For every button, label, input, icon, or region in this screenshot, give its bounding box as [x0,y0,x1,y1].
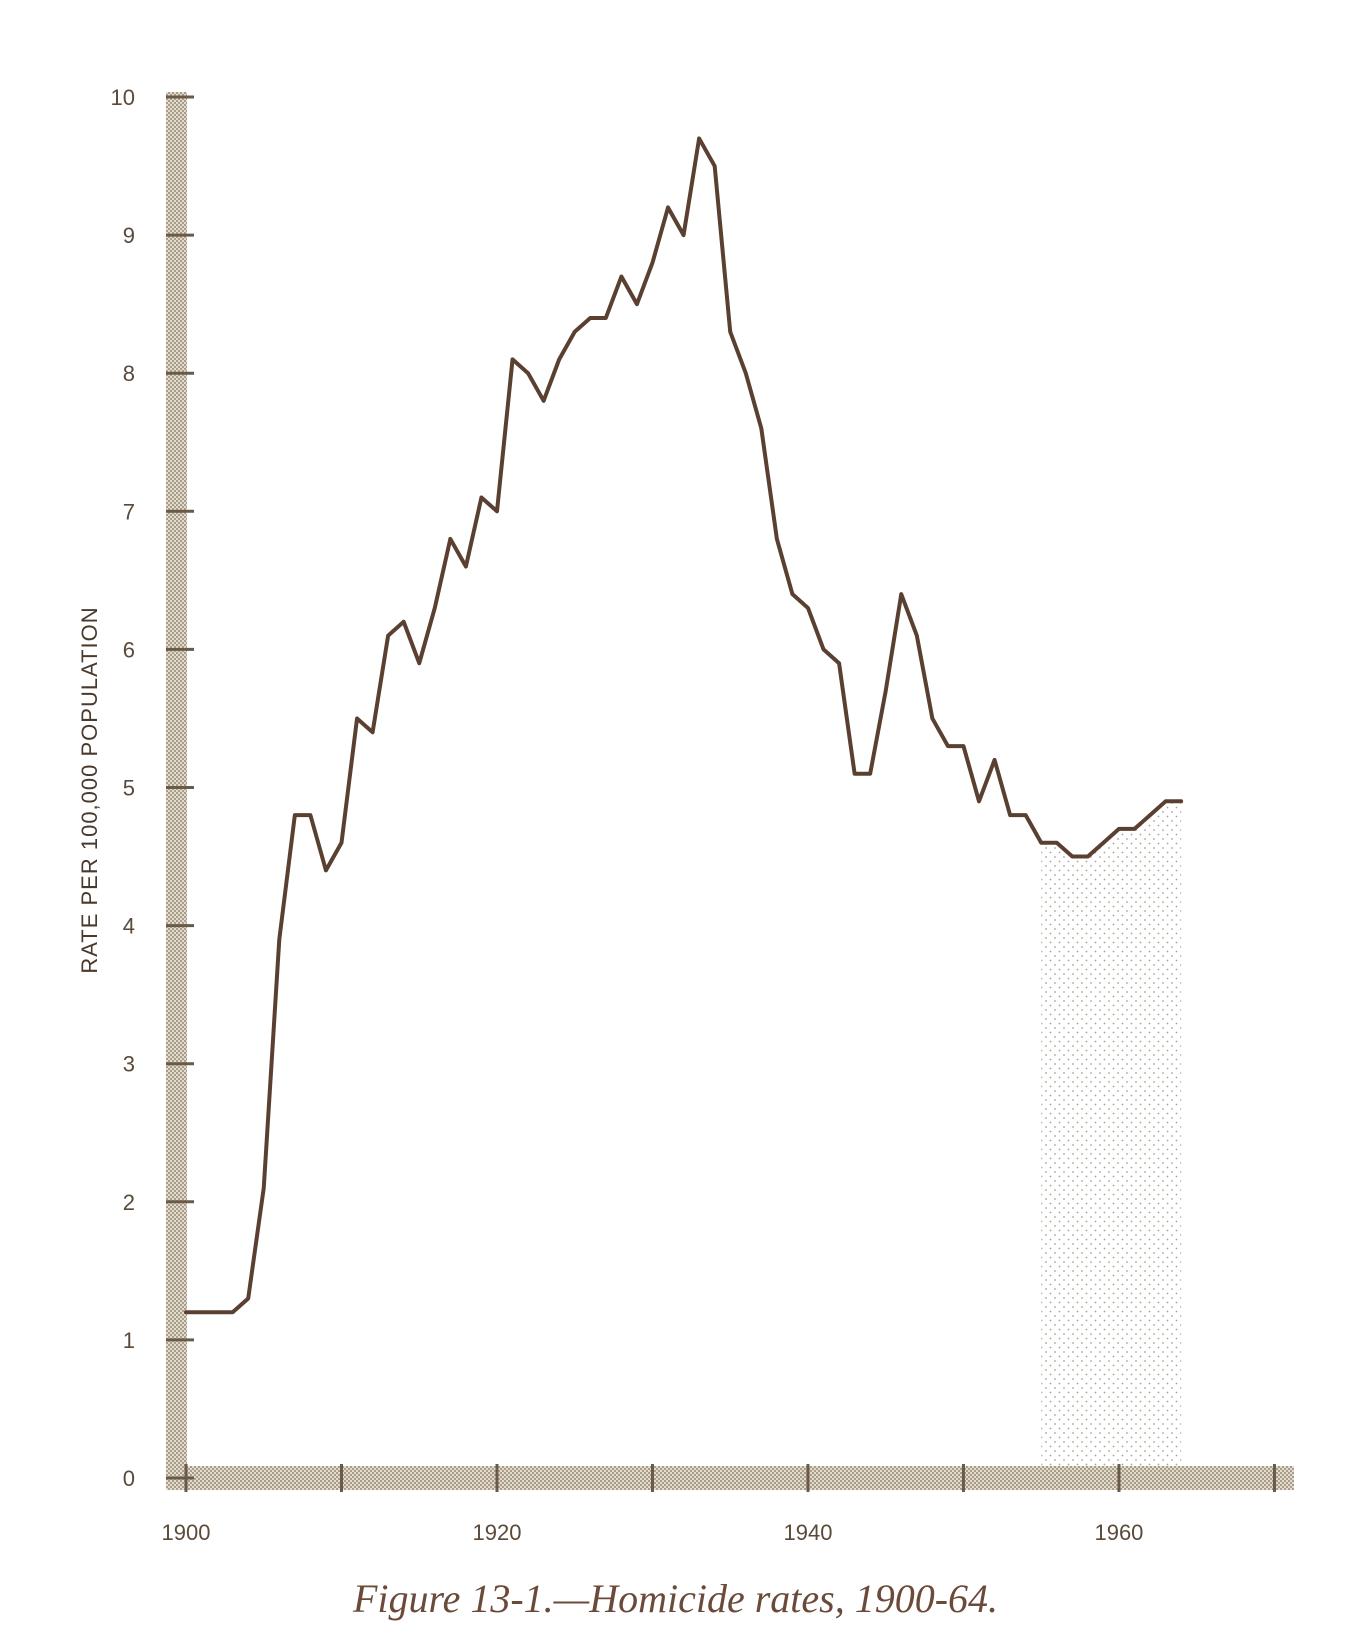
y-tick-label: 8 [123,361,135,386]
data-point [899,592,903,596]
y-tick-label: 10 [111,85,135,110]
data-point [573,330,577,334]
y-tick-label: 0 [123,1466,135,1491]
data-point [650,261,655,265]
y-axis-label: RATE PER 100,000 POPULATION [77,606,102,973]
data-point [557,357,561,361]
stipple-area [1041,801,1182,1478]
y-tick-label: 1 [123,1328,135,1353]
data-point [946,744,950,748]
data-point [417,661,421,665]
data-point [215,1310,219,1314]
data-point [930,716,934,721]
x-tick-label: 1940 [783,1520,832,1545]
data-point [1039,841,1043,845]
data-point [433,606,437,610]
x-axis [166,1466,1294,1490]
data-point [588,316,592,320]
y-tick-label: 3 [123,1052,135,1077]
data-point [231,1310,235,1314]
data-point [1148,813,1152,817]
data-point [604,316,608,320]
data-point [184,1310,188,1314]
figure-caption: Figure 13-1.—Homicide rates, 1900-64. [352,1576,999,1621]
data-point [635,302,639,306]
y-tick-label: 4 [123,914,135,939]
data-point [339,841,344,845]
data-point [246,1296,250,1301]
data-point [821,647,826,652]
data-point [728,330,732,334]
data-point [1055,841,1059,845]
homicide-rate-line [184,136,1184,1315]
data-point [697,136,701,141]
data-point [386,633,390,638]
data-point [915,633,919,638]
data-point [790,592,795,596]
x-tick-label: 1960 [1094,1520,1143,1545]
data-point [759,426,763,431]
data-point [293,813,297,817]
y-axis [166,92,187,1490]
data-point [1086,854,1090,859]
y-tick-label: 2 [123,1190,135,1215]
data-point [806,606,810,610]
data-point [542,399,546,403]
data-point [853,772,857,776]
data-point [977,799,981,803]
data-point [277,937,281,942]
data-point [1117,827,1121,831]
homicide-rate-chart: 0 1 2 3 4 5 6 7 8 9 10 1900 1920 1940 1960 RATE PER 10… [77,85,1294,1545]
data-point [681,233,686,237]
data-point [355,716,359,721]
x-tick-label: 1900 [162,1520,211,1545]
data-point [510,357,515,361]
data-point [370,730,375,734]
data-point [868,772,872,776]
data-point [308,813,312,817]
data-point [526,371,530,375]
data-point [1132,827,1137,831]
data-point [1070,854,1074,859]
data-point [619,274,623,279]
data-point [1008,813,1012,817]
data-point [666,205,670,210]
data-point [961,744,966,748]
data-point [495,509,499,513]
data-point [837,661,841,665]
y-tick-label: 6 [123,637,135,662]
y-tick-label: 7 [123,499,135,524]
y-tick-label: 9 [123,223,135,248]
data-point [262,1186,266,1190]
data-point [713,164,717,168]
data-point [1101,841,1106,845]
data-point [479,495,484,500]
data-point [199,1310,204,1314]
x-tick-label: 1920 [473,1520,522,1545]
data-point [744,371,748,375]
data-point [1024,813,1028,817]
data-point [464,564,468,569]
data-point [992,758,997,762]
y-tick-label: 5 [123,776,135,801]
data-point [884,689,888,693]
data-point [1179,799,1183,803]
data-point [324,868,328,872]
data-point [775,537,779,541]
data-point [448,537,452,541]
data-point [402,620,406,624]
data-point [1164,799,1168,803]
